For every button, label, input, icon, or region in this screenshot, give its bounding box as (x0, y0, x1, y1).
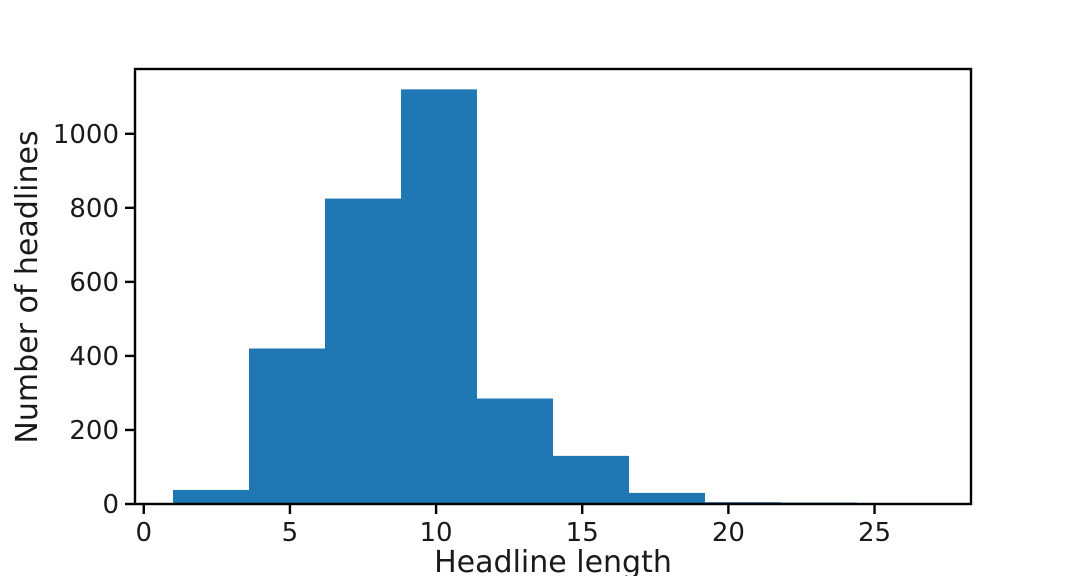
x-tick-label: 5 (282, 518, 299, 548)
x-tick-label: 25 (858, 518, 891, 548)
x-tick-label: 20 (712, 518, 745, 548)
plot-frame (133, 67, 973, 506)
x-tick-label: 15 (566, 518, 599, 548)
histogram-bar-6 (629, 492, 705, 504)
x-ticks-group: 0 5 10 15 20 25 (135, 504, 891, 548)
y-tick-label: 800 (69, 194, 119, 224)
y-ticks-group: 0 200 400 600 800 1000 (53, 120, 135, 520)
histogram-bar-1 (249, 348, 325, 504)
x-tick-label: 10 (420, 518, 453, 548)
y-tick-label: 600 (69, 268, 119, 298)
histogram-bar-5 (553, 455, 629, 504)
histogram-bar-4 (477, 398, 553, 504)
x-tick-label: 0 (135, 518, 152, 548)
histogram-bar-0 (173, 489, 249, 504)
y-tick-label: 400 (69, 342, 119, 372)
bars-group (173, 89, 933, 505)
x-axis-label: Headline length (434, 545, 672, 576)
y-tick-label: 200 (69, 416, 119, 446)
y-tick-label: 1000 (53, 120, 119, 150)
histogram-bar-2 (325, 198, 401, 504)
histogram-bar-3 (401, 89, 477, 505)
y-tick-label: 0 (102, 490, 119, 520)
y-axis-label: Number of headlines (10, 130, 45, 443)
